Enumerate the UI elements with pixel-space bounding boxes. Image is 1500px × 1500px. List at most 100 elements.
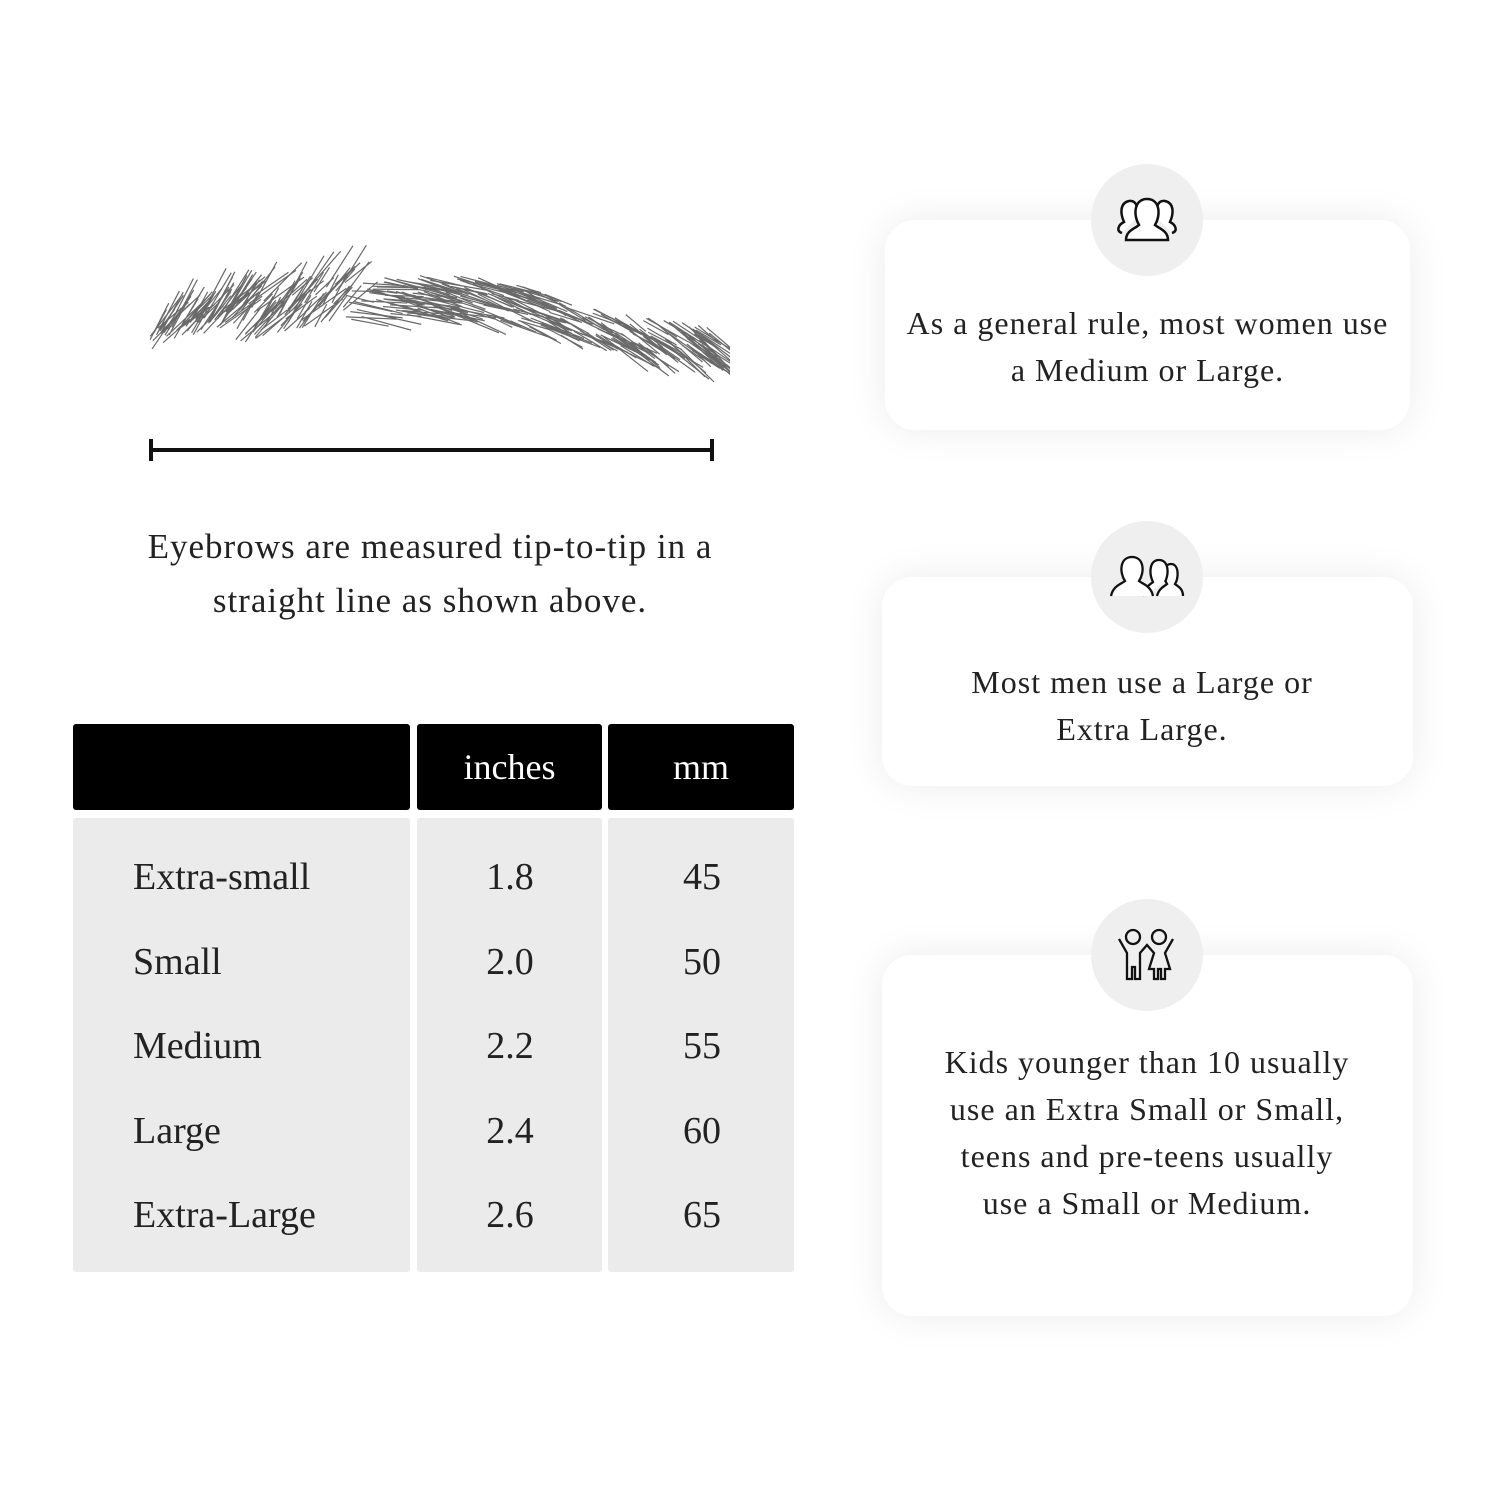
eyebrow-hair bbox=[477, 293, 504, 308]
eyebrow-hair bbox=[235, 307, 262, 341]
eyebrow-hair bbox=[390, 313, 422, 318]
eyebrow-hair bbox=[253, 293, 273, 313]
eyebrow-hair bbox=[697, 324, 720, 345]
eyebrow-hair bbox=[688, 336, 730, 364]
eyebrow-hair bbox=[226, 269, 253, 313]
eyebrow-hair bbox=[256, 276, 305, 312]
eyebrow-hair bbox=[629, 323, 653, 343]
eyebrow-hair bbox=[470, 297, 496, 307]
eyebrow-hair bbox=[318, 267, 351, 308]
table-cell-size: Small bbox=[133, 941, 222, 983]
eyebrow-hair bbox=[331, 276, 347, 303]
eyebrow-hair bbox=[544, 314, 570, 330]
eyebrow-hair bbox=[427, 297, 485, 314]
eyebrow-hair bbox=[658, 342, 686, 359]
eyebrow-hair bbox=[287, 296, 303, 323]
eyebrow-hair bbox=[464, 286, 515, 308]
eyebrow-hair bbox=[318, 262, 361, 303]
table-cell-size: Extra-Large bbox=[133, 1194, 316, 1236]
eyebrow-hair bbox=[232, 301, 254, 324]
eyebrow-hair bbox=[485, 314, 513, 328]
table-cell-size: Medium bbox=[133, 1025, 262, 1067]
table-cell-mm: 60 bbox=[683, 1110, 721, 1152]
eyebrow-hair bbox=[647, 317, 678, 338]
eyebrow-hair bbox=[642, 335, 668, 356]
eyebrow-hair bbox=[430, 308, 485, 322]
eyebrow-hair bbox=[159, 294, 184, 332]
eyebrow-hair bbox=[419, 275, 450, 287]
eyebrow-hair bbox=[475, 281, 517, 294]
eyebrow-hair bbox=[325, 245, 354, 288]
eyebrow-hair bbox=[348, 301, 393, 313]
eyebrow-hair bbox=[196, 284, 235, 323]
eyebrow-hair bbox=[462, 288, 509, 312]
eyebrow-hair bbox=[657, 324, 704, 363]
eyebrow-hair bbox=[213, 291, 232, 316]
table-cell-mm: 65 bbox=[683, 1194, 721, 1236]
eyebrow-hair bbox=[672, 320, 707, 344]
eyebrow-hair bbox=[706, 326, 730, 349]
eyebrow-hair bbox=[417, 313, 475, 322]
eyebrow-hair bbox=[418, 305, 455, 317]
eyebrow-hair bbox=[573, 330, 608, 352]
eyebrow-hair bbox=[240, 266, 276, 312]
eyebrow-hair bbox=[708, 332, 730, 351]
eyebrow-hair bbox=[639, 331, 681, 353]
eyebrow-hair bbox=[529, 326, 562, 345]
eyebrow-hair bbox=[580, 332, 614, 346]
eyebrow-hair bbox=[345, 316, 398, 320]
eyebrow-hair bbox=[214, 285, 242, 321]
eyebrow-hair bbox=[382, 305, 423, 311]
table-cell-inches: 2.6 bbox=[486, 1194, 534, 1236]
mm-column bbox=[608, 818, 794, 1272]
eyebrow-hair bbox=[181, 313, 204, 336]
eyebrow-hair bbox=[448, 304, 495, 320]
eyebrow-hair bbox=[705, 352, 730, 376]
eyebrow-hair bbox=[217, 269, 250, 320]
table-cell-size: Large bbox=[133, 1110, 221, 1152]
eyebrow-hair bbox=[600, 313, 634, 333]
eyebrow-hair bbox=[491, 314, 522, 328]
eyebrow-hair bbox=[342, 281, 379, 311]
eyebrow-hair bbox=[361, 315, 412, 331]
eyebrow-hair bbox=[171, 279, 198, 328]
men-card-text: Most men use a Large or Extra Large. bbox=[971, 664, 1313, 747]
eyebrow-hair bbox=[453, 275, 483, 287]
eyebrow-hair bbox=[581, 317, 624, 341]
eyebrow-hair bbox=[168, 293, 192, 336]
eyebrow-hair bbox=[220, 274, 248, 324]
eyebrow-hair bbox=[314, 303, 328, 328]
eyebrow-hair bbox=[459, 312, 507, 335]
eyebrow-hair bbox=[291, 277, 314, 296]
eyebrow-hair bbox=[428, 301, 462, 311]
eyebrow-hair bbox=[404, 282, 458, 299]
measurement-line bbox=[149, 439, 714, 461]
eyebrow-hair bbox=[361, 300, 408, 304]
eyebrow-hair bbox=[573, 316, 617, 338]
eyebrow-hair bbox=[445, 291, 473, 304]
inches-column bbox=[417, 818, 602, 1272]
eyebrow-hair bbox=[691, 341, 724, 371]
eyebrow-hair bbox=[686, 337, 730, 369]
eyebrow-hair bbox=[625, 343, 670, 377]
eyebrow-hair bbox=[506, 292, 545, 309]
eyebrow-hair bbox=[203, 292, 243, 334]
header-size bbox=[73, 724, 410, 810]
eyebrow-hair bbox=[342, 285, 362, 308]
eyebrow-hair bbox=[255, 318, 283, 340]
eyebrow-hair bbox=[297, 255, 325, 300]
eyebrow-hair bbox=[518, 319, 550, 331]
eyebrow-hair bbox=[260, 309, 288, 331]
eyebrow-hair bbox=[698, 339, 730, 362]
eyebrow-hair bbox=[242, 291, 260, 321]
eyebrow-hair bbox=[614, 317, 661, 355]
eyebrow-hair bbox=[423, 286, 450, 296]
eyebrow-hair bbox=[397, 297, 423, 306]
eyebrow-hair bbox=[680, 348, 715, 383]
eyebrow-hair bbox=[421, 278, 461, 293]
eyebrow-hair bbox=[509, 286, 537, 301]
eyebrow-hair bbox=[296, 301, 313, 329]
table-cell-inches: 2.0 bbox=[486, 941, 534, 983]
women-group-icon bbox=[1091, 164, 1203, 276]
table-cell-mm: 55 bbox=[683, 1025, 721, 1067]
